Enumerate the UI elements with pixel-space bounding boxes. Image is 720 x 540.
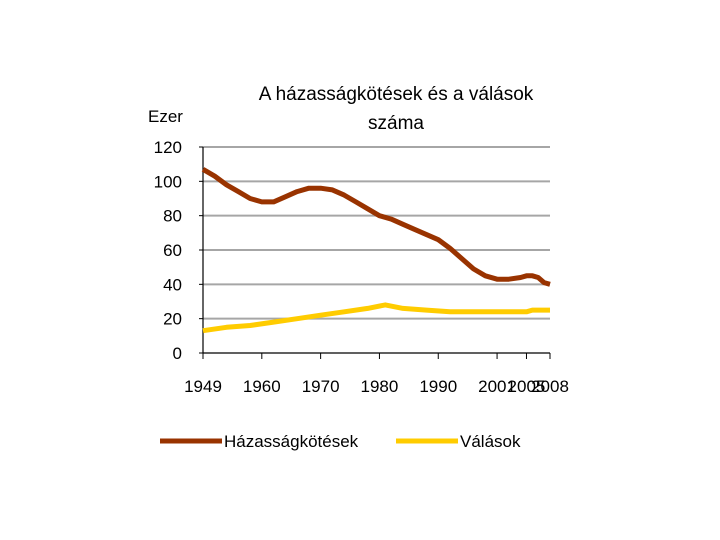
x-tick-label: 2005 (508, 377, 546, 396)
chart-title-line-2: száma (368, 113, 424, 134)
series-lines (201, 167, 551, 334)
grid-lines (203, 146, 550, 320)
legend-label-hazassagkotesek: Házasságkötések (224, 432, 359, 451)
x-tick-label: 1990 (419, 377, 457, 396)
legend-label-valasok: Válások (460, 432, 521, 451)
x-tick-label: 2001 (478, 377, 516, 396)
series-line-hazassagkotesek (201, 167, 551, 287)
x-tick-label: 1949 (184, 377, 222, 396)
y-tick-label: 100 (154, 172, 182, 191)
y-axis-unit-label: Ezer (148, 107, 183, 126)
x-tick-label: 1980 (361, 377, 399, 396)
y-tick-label: 120 (154, 138, 182, 157)
y-tick-label: 60 (163, 241, 182, 260)
y-tick-label: 20 (163, 310, 182, 329)
series-line-valasok (202, 302, 550, 334)
y-tick-label: 40 (163, 275, 182, 294)
x-tick-label: 1970 (302, 377, 340, 396)
y-tick-label: 80 (163, 207, 182, 226)
y-tick-label: 0 (173, 344, 182, 363)
x-tick-label: 1960 (243, 377, 281, 396)
x-tick-label: 2008 (531, 377, 569, 396)
chart-title-line-1: A házasságkötések és a válások (259, 84, 534, 105)
legend: Házasságkötések Válások (160, 432, 521, 451)
